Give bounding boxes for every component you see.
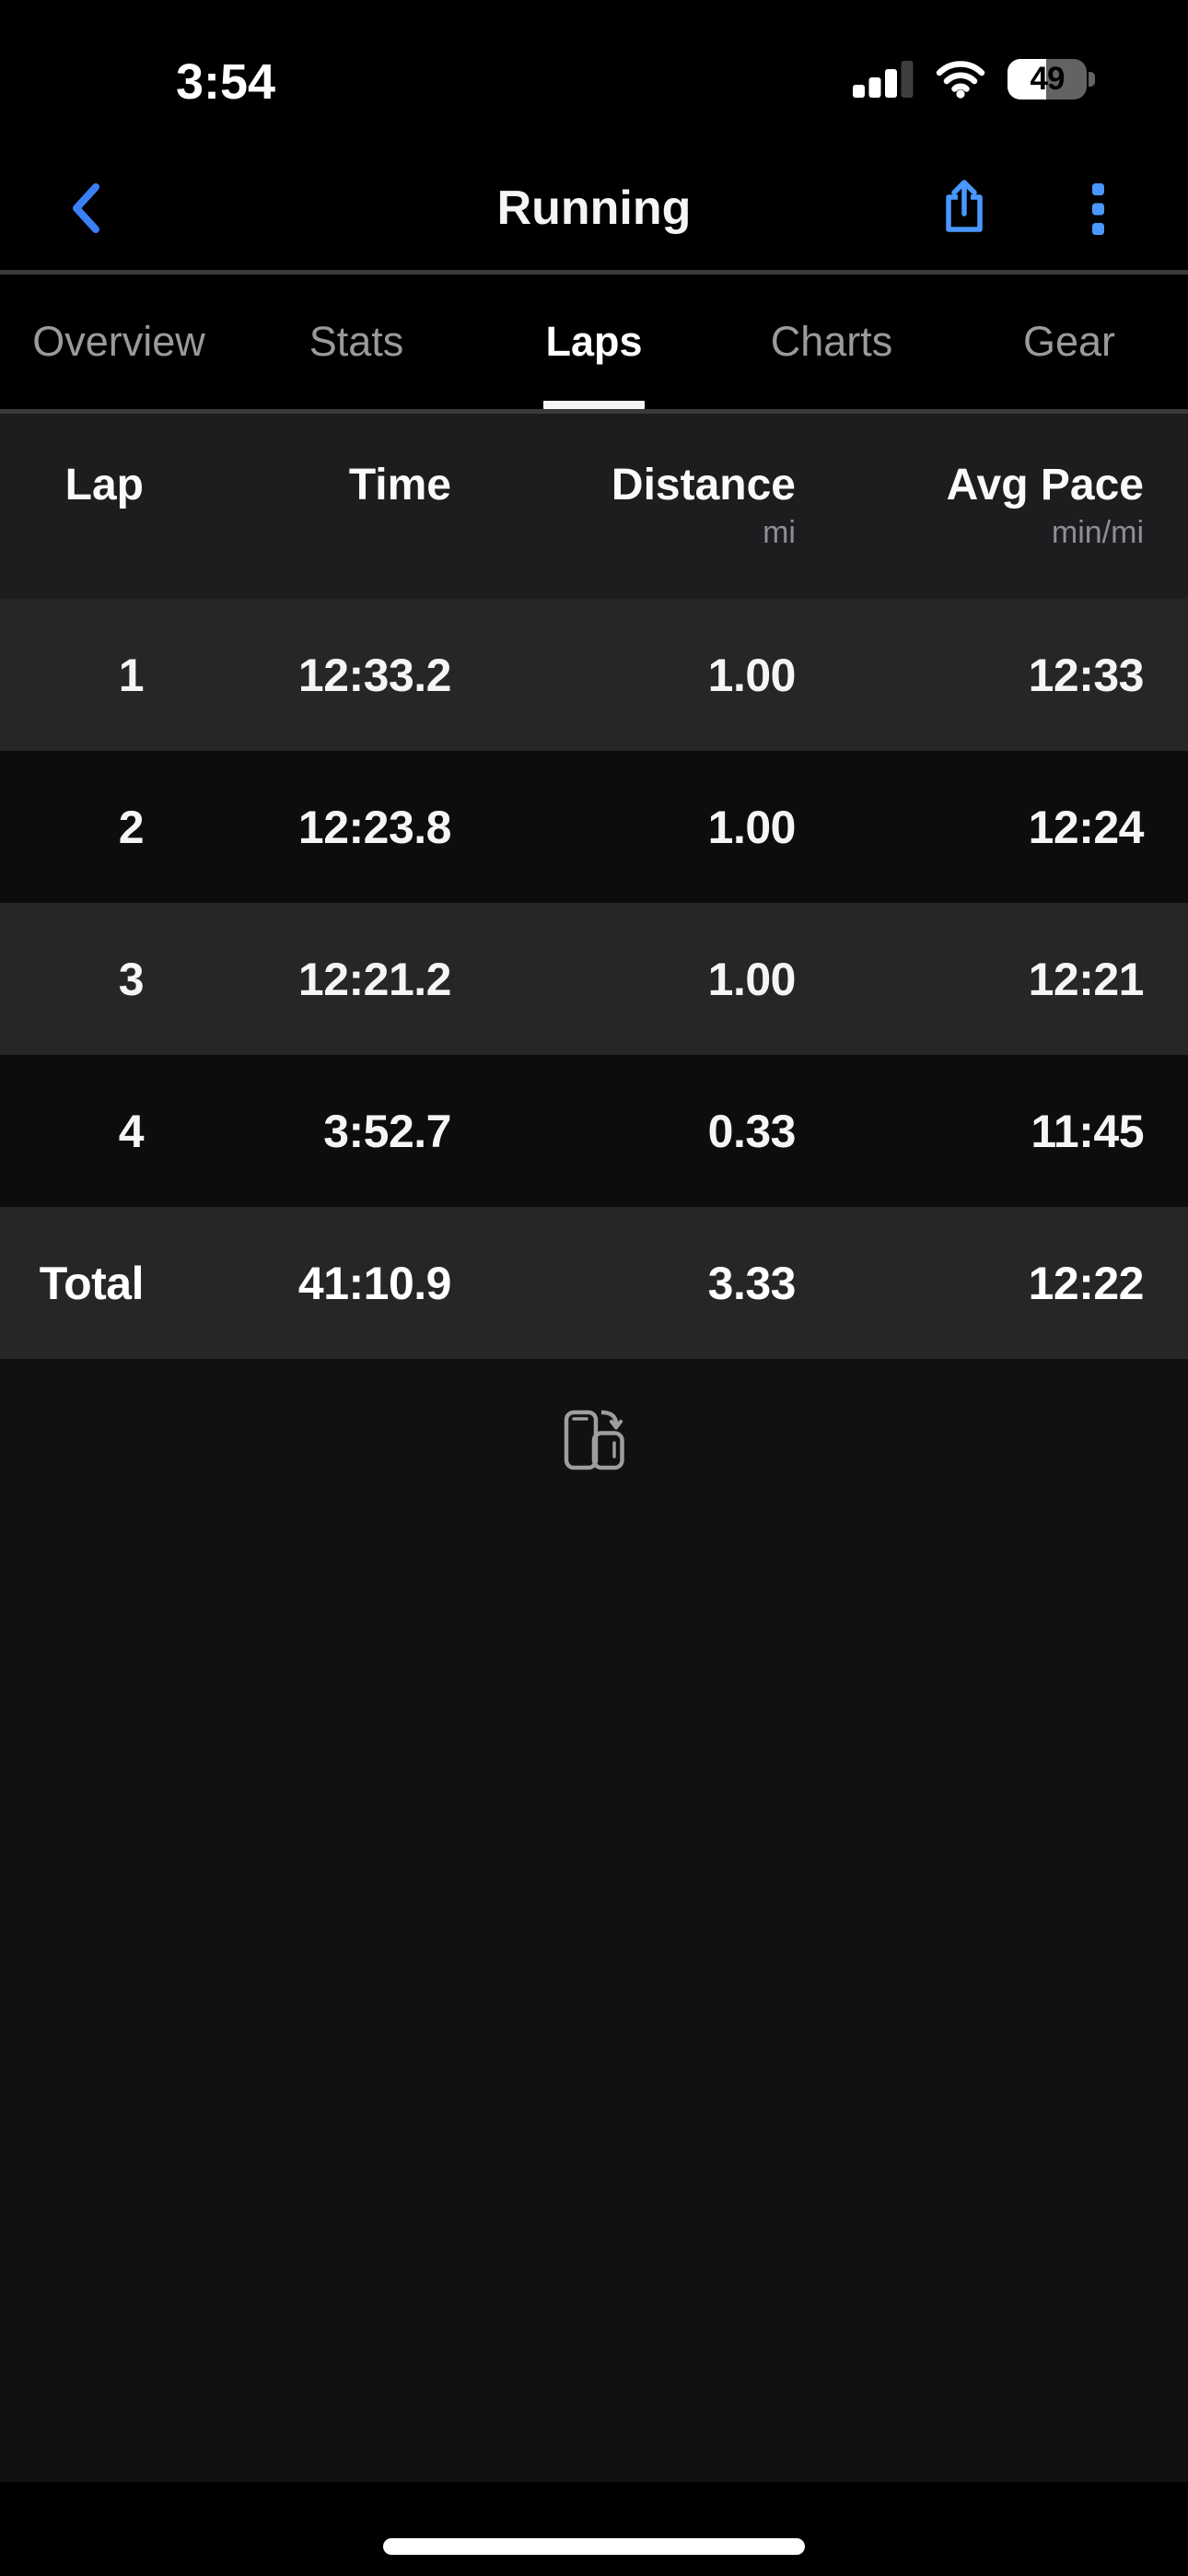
tab-gear[interactable]: Gear	[1022, 318, 1116, 365]
cellular-signal-icon	[853, 61, 914, 98]
table-row-total: Total 41:10.9 3.33 12:22	[0, 1207, 1188, 1359]
lap-avg-pace: 12:24	[1028, 801, 1145, 853]
lap-time: 12:23.8	[297, 801, 452, 853]
wifi-icon	[936, 61, 985, 99]
lap-avg-pace: 12:21	[1028, 953, 1145, 1005]
home-indicator[interactable]	[383, 2538, 805, 2555]
total-distance: 3.33	[707, 1257, 797, 1309]
back-button[interactable]	[69, 183, 100, 238]
tab-charts[interactable]: Charts	[770, 318, 893, 365]
lap-distance: 1.00	[707, 953, 797, 1005]
table-row-lap-4: 4 3:52.7 0.33 11:45	[0, 1055, 1188, 1207]
tab-stats[interactable]: Stats	[309, 318, 404, 365]
nav-bar: Running	[0, 147, 1188, 270]
nav-divider	[0, 270, 1188, 275]
column-header-lap: Lap	[64, 461, 144, 509]
battery-indicator: 49	[1007, 59, 1095, 100]
table-row-lap-1: 1 12:33.2 1.00 12:33	[0, 599, 1188, 751]
tab-bar: Overview Stats Laps Charts Gear	[0, 275, 1188, 409]
laps-table-header: Lap Time Distance mi Avg Pace min/mi	[0, 414, 1188, 599]
active-tab-underline	[543, 401, 645, 409]
rotate-device-icon	[564, 1410, 624, 1477]
table-row-lap-2: 2 12:23.8 1.00 12:24	[0, 751, 1188, 903]
lap-time: 12:21.2	[297, 953, 452, 1005]
share-icon	[946, 180, 983, 232]
column-header-avg-pace: Avg Pace min/mi	[946, 461, 1144, 550]
tabs-divider	[0, 409, 1188, 414]
total-avg-pace: 12:22	[1028, 1257, 1145, 1309]
battery-cap	[1089, 72, 1095, 87]
lap-number: 1	[118, 649, 145, 701]
lap-distance: 0.33	[707, 1105, 797, 1157]
more-options-button[interactable]	[1092, 183, 1105, 240]
lap-avg-pace: 12:33	[1028, 649, 1145, 701]
lap-time: 3:52.7	[323, 1105, 451, 1157]
column-header-distance: Distance mi	[611, 461, 796, 550]
share-button[interactable]	[941, 179, 987, 239]
kebab-menu-icon	[1092, 183, 1104, 235]
chevron-left-icon	[73, 183, 99, 233]
page-title: Running	[496, 181, 692, 235]
total-label: Total	[39, 1257, 145, 1309]
battery-percent: 49	[1030, 61, 1066, 97]
lap-avg-pace: 11:45	[1031, 1105, 1144, 1157]
status-time: 3:54	[175, 54, 276, 110]
status-icons: 49	[853, 57, 1095, 101]
lap-distance: 1.00	[707, 801, 797, 853]
column-header-time: Time	[348, 461, 451, 509]
lap-time: 12:33.2	[297, 649, 452, 701]
table-row-lap-3: 3 12:21.2 1.00 12:21	[0, 903, 1188, 1055]
tab-laps[interactable]: Laps	[545, 318, 643, 365]
battery-fill-level	[1007, 59, 1047, 100]
lap-number: 4	[118, 1105, 145, 1157]
tab-overview[interactable]: Overview	[32, 318, 205, 365]
lap-number: 2	[118, 801, 145, 853]
lap-distance: 1.00	[707, 649, 797, 701]
total-time: 41:10.9	[297, 1257, 452, 1309]
content-area	[0, 1359, 1188, 2482]
lap-number: 3	[118, 953, 145, 1005]
